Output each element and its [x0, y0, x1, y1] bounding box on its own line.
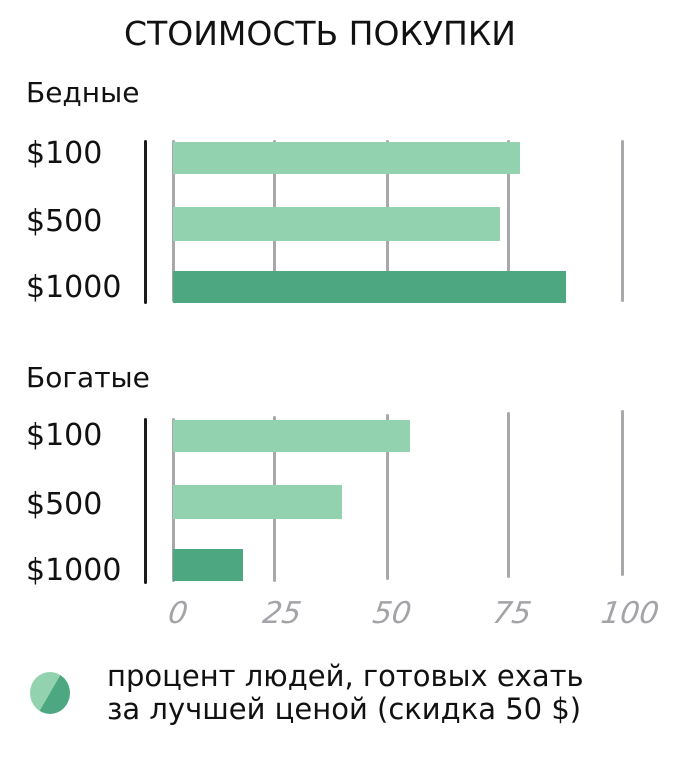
x-tick-label: 50	[370, 596, 414, 631]
category-label: $1000	[26, 270, 122, 305]
x-tick-label: 75	[490, 596, 534, 631]
bar-poor-1000	[173, 271, 566, 303]
group-label-poor: Бедные	[26, 76, 140, 109]
legend-line-2: за лучшей ценой (скидка 50 $)	[107, 692, 582, 726]
x-tick-label: 25	[260, 596, 304, 631]
bar-poor-500	[173, 207, 500, 241]
gridline-50	[386, 414, 389, 580]
gridline-100	[621, 140, 624, 302]
gridline-75	[507, 140, 510, 302]
gridline-100	[621, 410, 624, 576]
x-tick-label: 0	[165, 596, 191, 631]
bar-poor-100	[173, 142, 520, 174]
legend-swatch-icon	[30, 672, 70, 714]
group-label-rich: Богатые	[26, 361, 150, 394]
category-label: $500	[26, 204, 103, 239]
legend-text: процент людей, готовых ехать за лучшей ц…	[107, 660, 584, 726]
chart-title: СТОИМОСТЬ ПОКУПКИ	[124, 14, 516, 53]
category-label: $500	[26, 487, 103, 522]
y-axis-line	[144, 418, 147, 584]
bar-rich-1000	[173, 549, 243, 581]
category-label: $100	[26, 136, 103, 171]
category-label: $1000	[26, 553, 122, 588]
y-axis-line	[144, 140, 147, 304]
bar-rich-500	[173, 485, 342, 519]
x-tick-label: 100	[598, 596, 662, 631]
category-label: $100	[26, 418, 103, 453]
bar-rich-100	[173, 420, 410, 452]
legend-line-1: процент людей, готовых ехать	[107, 659, 584, 693]
gridline-75	[507, 412, 510, 578]
